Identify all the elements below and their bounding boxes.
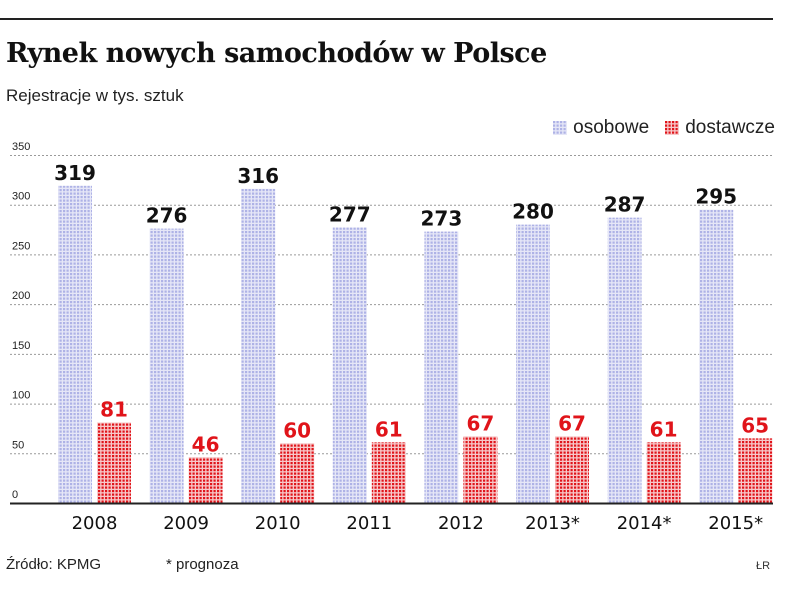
data-label-osobowe: 319 bbox=[54, 161, 96, 185]
y-tick-label: 150 bbox=[12, 340, 30, 352]
data-label-dostawcze: 65 bbox=[741, 413, 769, 437]
bar-osobowe bbox=[699, 209, 734, 503]
legend-item-dostawcze: dostawcze bbox=[665, 117, 775, 139]
legend-swatch-dostawcze bbox=[665, 121, 680, 135]
bar-dostawcze bbox=[555, 436, 589, 503]
y-tick-label: 350 bbox=[12, 141, 30, 153]
bar-dostawcze bbox=[97, 422, 131, 503]
data-label-dostawcze: 46 bbox=[192, 432, 220, 456]
data-label-osobowe: 287 bbox=[604, 193, 646, 217]
axes: 0 50 100 150 200 250 300 350 2008 2009 2010 2011 201… bbox=[10, 141, 773, 534]
legend: osobowe dostawcze bbox=[537, 117, 775, 139]
data-label-osobowe: 295 bbox=[695, 185, 737, 209]
x-tick-label: 2011 bbox=[346, 513, 392, 534]
bar-dostawcze bbox=[371, 442, 406, 503]
legend-label-dostawcze: dostawcze bbox=[685, 117, 775, 138]
legend-label-osobowe: osobowe bbox=[573, 117, 650, 138]
bar-osobowe bbox=[607, 217, 642, 503]
bar-osobowe bbox=[424, 231, 459, 503]
chart-subtitle: Rejestracje w tys. sztuk bbox=[6, 86, 184, 105]
bar-osobowe bbox=[332, 227, 367, 503]
data-label-osobowe: 276 bbox=[146, 204, 188, 228]
x-tick-label: 2014* bbox=[617, 513, 672, 534]
legend-swatch-osobowe bbox=[553, 121, 568, 135]
data-label-dostawcze: 81 bbox=[100, 397, 128, 421]
bar-dostawcze bbox=[646, 442, 681, 503]
data-label-osobowe: 277 bbox=[329, 203, 371, 227]
forecast-note: * prognoza bbox=[166, 556, 239, 573]
bar-dostawcze bbox=[738, 438, 773, 503]
y-tick-label: 300 bbox=[12, 191, 30, 203]
x-tick-label: 2012 bbox=[438, 513, 484, 534]
y-tick-label: 200 bbox=[12, 290, 30, 302]
chart-title: Rynek nowych samochodów w Polsce bbox=[6, 38, 547, 69]
source-note: Źródło: KPMG bbox=[6, 556, 102, 573]
y-tick-label: 0 bbox=[12, 489, 18, 501]
y-tick-label: 100 bbox=[12, 390, 30, 402]
data-label-dostawcze: 67 bbox=[558, 411, 586, 435]
data-label-osobowe: 280 bbox=[512, 200, 554, 224]
x-tick-label: 2015* bbox=[708, 513, 763, 534]
x-tick-label: 2010 bbox=[255, 513, 301, 534]
bar-dostawcze bbox=[463, 436, 498, 503]
x-tick-label: 2009 bbox=[163, 513, 209, 534]
legend-item-osobowe: osobowe bbox=[553, 117, 649, 139]
data-label-osobowe: 273 bbox=[421, 207, 463, 231]
top-rule bbox=[0, 18, 773, 20]
bar-chart: 319 81 276 46 316 60 277 61 273 67 280 67 287 61 295 65… bbox=[10, 141, 773, 534]
bar-osobowe bbox=[58, 185, 92, 503]
data-label-dostawcze: 67 bbox=[466, 411, 494, 435]
data-label-osobowe: 316 bbox=[237, 164, 279, 188]
bar-osobowe bbox=[149, 228, 184, 503]
bar-dostawcze bbox=[188, 457, 223, 503]
bar-dostawcze bbox=[280, 443, 315, 503]
x-tick-label: 2013* bbox=[525, 513, 580, 534]
data-label-dostawcze: 61 bbox=[650, 417, 678, 441]
y-tick-label: 50 bbox=[12, 439, 24, 451]
data-labels: 319 81 276 46 316 60 277 61 273 67 280 67 287 61 295 65 bbox=[54, 161, 769, 456]
bar-osobowe bbox=[516, 224, 550, 503]
x-tick-label: 2008 bbox=[72, 513, 118, 534]
data-label-dostawcze: 60 bbox=[283, 418, 311, 442]
author-credit: ŁR bbox=[756, 560, 771, 572]
bars bbox=[58, 185, 773, 503]
y-tick-label: 250 bbox=[12, 240, 30, 252]
data-label-dostawcze: 61 bbox=[375, 417, 403, 441]
bar-osobowe bbox=[241, 188, 276, 503]
